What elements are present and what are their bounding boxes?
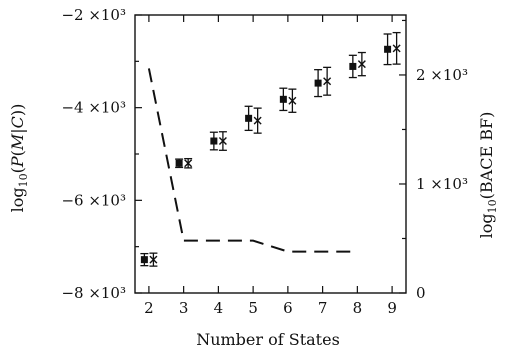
y-right-tick-label: 1 ×10³ xyxy=(416,175,468,193)
square-point xyxy=(384,45,392,53)
square-point xyxy=(314,79,322,87)
square-point xyxy=(279,95,287,103)
plot-frame xyxy=(134,14,407,294)
y-left-tick-label: −6 ×10³ xyxy=(61,191,126,209)
square-point xyxy=(210,137,218,145)
y-right-tick-label: 0 xyxy=(416,284,426,302)
x-point xyxy=(357,60,366,69)
x-axis-label: Number of States xyxy=(196,330,340,349)
square-point xyxy=(245,114,253,122)
square-point xyxy=(349,62,357,70)
x-tick-label: 9 xyxy=(387,299,397,317)
y-left-tick-label: −8 ×10³ xyxy=(61,284,126,302)
x-tick-label: 4 xyxy=(214,299,224,317)
x-point xyxy=(149,255,158,264)
x-tick-label: 7 xyxy=(318,299,328,317)
x-tick-label: 8 xyxy=(353,299,363,317)
x-point-stroke xyxy=(149,255,158,264)
ticks-layer: 2 3 4 5 6 7 8 9 −8 ×10³ −6 ×10³ −4 ×10³ −2 ×10³ 0 1 ×… xyxy=(61,6,468,317)
x-tick-label: 5 xyxy=(248,299,258,317)
x-point xyxy=(253,116,262,125)
y-right-axis-label: log10(BACE BF) xyxy=(477,112,499,239)
y-left-tick-label: −4 ×10³ xyxy=(61,99,126,117)
square-point xyxy=(175,159,183,167)
y-left-axis-label: log10(P(M|C)) xyxy=(8,104,30,213)
x-point-stroke xyxy=(288,96,297,105)
x-point-stroke xyxy=(392,44,401,53)
x-tick-label: 2 xyxy=(144,299,154,317)
x-tick-label: 3 xyxy=(179,299,189,317)
square-point xyxy=(140,256,148,264)
x-point-stroke xyxy=(218,137,227,146)
plot-border xyxy=(134,14,407,294)
marks-layer xyxy=(140,31,401,267)
x-point xyxy=(288,96,297,105)
bf-dashed-line xyxy=(147,68,358,253)
x-point xyxy=(218,137,227,146)
y-right-tick-label: 2 ×10³ xyxy=(416,66,468,84)
x-point-stroke xyxy=(357,60,366,69)
x-point xyxy=(323,77,332,86)
y-left-tick-label: −2 ×10³ xyxy=(61,6,126,24)
x-point xyxy=(184,159,193,168)
x-point-stroke xyxy=(323,77,332,86)
x-point xyxy=(392,44,401,53)
x-point-stroke xyxy=(184,159,193,168)
x-tick-label: 6 xyxy=(283,299,293,317)
x-point-stroke xyxy=(253,116,262,125)
